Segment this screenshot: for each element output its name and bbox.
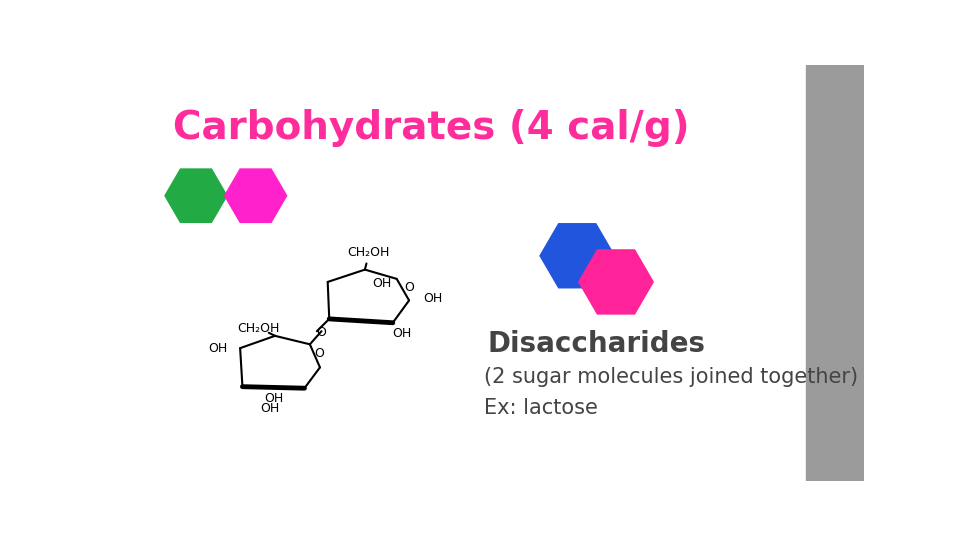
Text: OH: OH: [260, 402, 279, 415]
Text: O: O: [404, 281, 414, 294]
Bar: [805, 65, 864, 481]
Text: Ex: lactose: Ex: lactose: [484, 398, 598, 418]
Polygon shape: [225, 169, 287, 222]
Text: O: O: [316, 326, 325, 339]
Polygon shape: [540, 224, 614, 288]
Text: Carbohydrates (4 cal/g): Carbohydrates (4 cal/g): [173, 110, 689, 147]
Text: CH₂OH: CH₂OH: [237, 322, 279, 335]
Polygon shape: [165, 169, 227, 222]
Text: OH: OH: [372, 277, 392, 290]
Polygon shape: [579, 250, 653, 314]
Text: Disaccharides: Disaccharides: [488, 330, 706, 359]
Text: OH: OH: [264, 393, 283, 406]
Text: O: O: [314, 347, 324, 360]
Text: OH: OH: [393, 327, 412, 340]
Text: (2 sugar molecules joined together): (2 sugar molecules joined together): [484, 367, 858, 387]
Text: OH: OH: [208, 342, 228, 355]
Text: CH₂OH: CH₂OH: [348, 246, 390, 259]
Text: OH: OH: [423, 292, 443, 306]
